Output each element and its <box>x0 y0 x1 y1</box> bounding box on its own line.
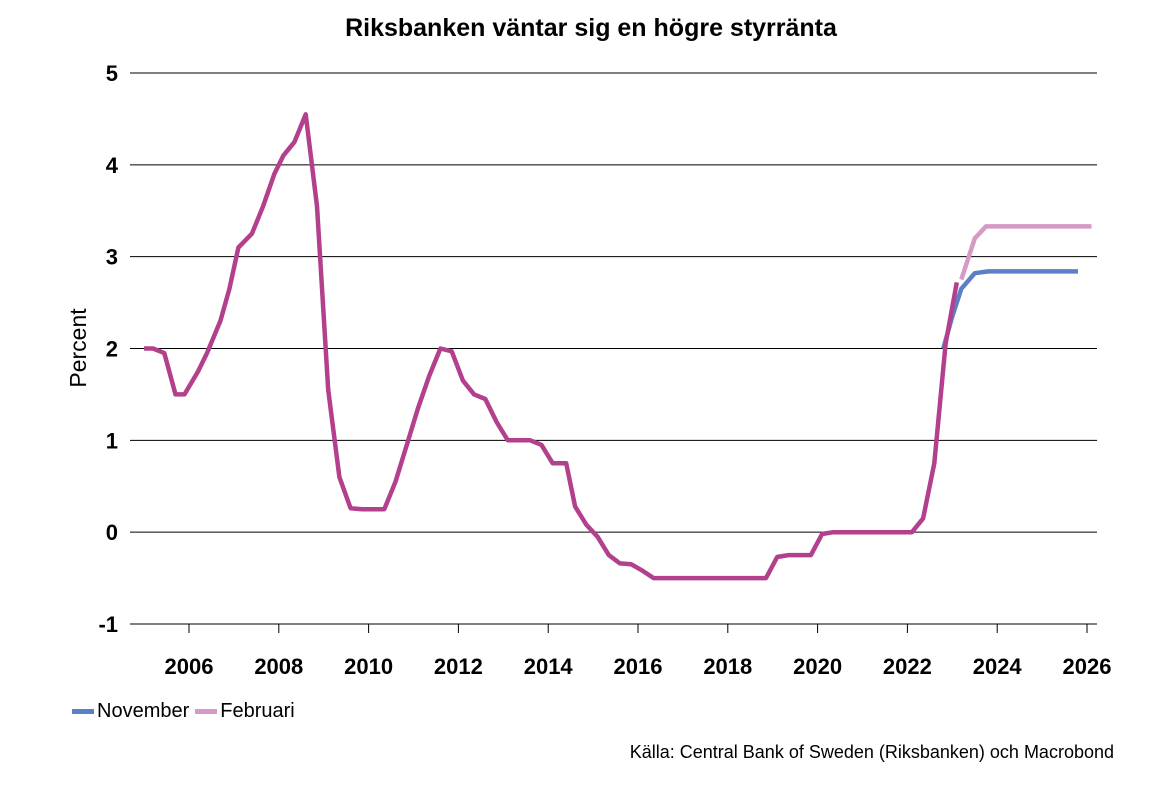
legend: November Februari <box>72 700 301 723</box>
x-tick-label: 2012 <box>434 654 483 679</box>
chart-title: Riksbanken väntar sig en högre styrränta <box>345 14 837 42</box>
legend-swatch-februari <box>195 709 218 714</box>
legend-item-november: November <box>72 700 189 723</box>
series-group <box>144 112 1092 581</box>
series-line-history <box>144 112 960 581</box>
axes: -1 0 1 2 3 4 5 2006 2008 2010 2012 2014 2016 2018 2020… <box>98 61 1111 679</box>
x-tick-label: 2018 <box>703 654 752 679</box>
x-tick-label: 2026 <box>1063 654 1112 679</box>
x-tick-label: 2022 <box>883 654 932 679</box>
y-tick-label: 5 <box>106 61 118 86</box>
x-tick-label: 2024 <box>973 654 1023 679</box>
legend-label-februari: Februari <box>220 700 295 722</box>
x-tick-label: 2016 <box>614 654 663 679</box>
y-tick-label: 4 <box>106 153 119 178</box>
source-note: Källa: Central Bank of Sweden (Riksbanke… <box>629 742 1114 762</box>
legend-swatch-november <box>72 709 94 714</box>
y-axis-label: Percent <box>65 308 91 388</box>
x-tick-label: 2014 <box>524 654 574 679</box>
y-tick-label: 2 <box>106 337 118 362</box>
series-line-februari <box>959 224 1092 281</box>
y-tick-label: 0 <box>106 520 118 545</box>
series-line-november <box>941 269 1078 350</box>
x-tick-label: 2006 <box>165 654 214 679</box>
x-tick-label: 2010 <box>344 654 393 679</box>
grid <box>130 72 1097 625</box>
x-tick-label: 2008 <box>254 654 303 679</box>
x-tick-label: 2020 <box>793 654 842 679</box>
y-tick-label: 1 <box>106 428 118 453</box>
legend-label-november: November <box>97 700 190 722</box>
y-tick-label: 3 <box>106 245 118 270</box>
legend-item-februari: Februari <box>195 700 295 723</box>
y-tick-label: -1 <box>98 612 118 637</box>
